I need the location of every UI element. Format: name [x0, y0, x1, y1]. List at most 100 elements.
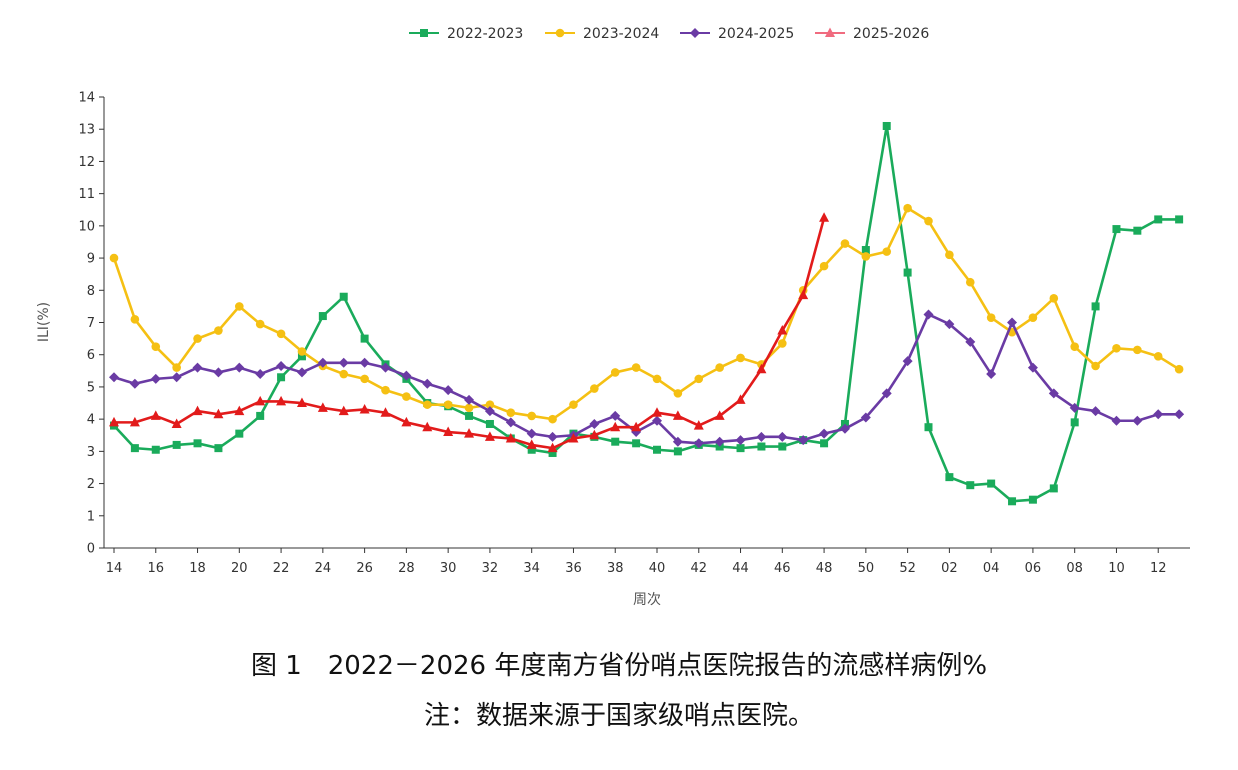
- data-point: [464, 428, 475, 438]
- data-point: [798, 435, 809, 446]
- series-line-2024-2025: [113, 313, 1180, 445]
- data-point: [151, 342, 161, 351]
- x-axis-title: 周次: [633, 592, 661, 608]
- y-tick-label: 7: [87, 316, 95, 331]
- data-point: [234, 362, 245, 373]
- data-point: [214, 444, 223, 453]
- data-point: [527, 411, 536, 421]
- y-tick-label: 11: [78, 187, 95, 202]
- data-point: [610, 368, 620, 377]
- data-point: [380, 362, 391, 373]
- data-point: [757, 442, 766, 451]
- data-point: [526, 439, 537, 449]
- data-point: [778, 442, 787, 451]
- data-point: [235, 302, 244, 311]
- legend: 2022-2023 2023-2024 2024-2025 2025-2026: [409, 26, 929, 42]
- data-point: [694, 374, 704, 384]
- data-point: [1070, 418, 1079, 427]
- data-point: [1027, 362, 1038, 373]
- data-point: [589, 418, 600, 429]
- data-point: [443, 400, 453, 409]
- data-point: [465, 411, 474, 420]
- data-point: [631, 363, 641, 372]
- x-tick-label: 16: [147, 561, 164, 576]
- x-tick-label: 48: [816, 561, 833, 576]
- data-point: [296, 397, 307, 408]
- data-point: [192, 362, 203, 373]
- data-point: [820, 439, 829, 448]
- data-point: [526, 428, 537, 439]
- data-point: [297, 347, 307, 356]
- data-point: [339, 292, 348, 301]
- data-point: [1111, 415, 1122, 426]
- data-point: [485, 419, 494, 428]
- legend-item-2025-2026: 2025-2026: [815, 26, 929, 42]
- data-point: [380, 407, 391, 417]
- x-tick-label: 28: [398, 561, 415, 576]
- legend-item-2024-2025: 2024-2025: [680, 26, 794, 42]
- data-point: [109, 372, 119, 383]
- data-point: [1153, 352, 1163, 361]
- data-point: [401, 416, 412, 427]
- series-2023-2024: [109, 203, 1184, 424]
- x-tick-label: 20: [231, 561, 248, 576]
- x-tick-label: 46: [774, 561, 791, 576]
- data-point: [1153, 409, 1164, 420]
- data-point: [1174, 364, 1184, 374]
- data-point: [1091, 361, 1100, 371]
- data-point: [172, 363, 181, 372]
- data-point: [778, 339, 787, 348]
- data-point: [652, 407, 662, 417]
- data-point: [172, 440, 181, 449]
- data-point: [317, 357, 328, 368]
- y-tick-label: 3: [87, 445, 95, 460]
- y-tick-label: 5: [87, 380, 95, 395]
- data-point: [756, 431, 767, 442]
- data-point: [652, 415, 662, 426]
- data-point: [1069, 402, 1080, 413]
- data-point: [923, 309, 934, 320]
- data-point: [422, 378, 433, 389]
- figure-caption: 图 1 2022－2026 年度南方省份哨点医院报告的流感样病例%: [250, 651, 988, 681]
- data-point: [569, 400, 578, 409]
- data-point: [777, 325, 788, 335]
- x-tick-label: 10: [1108, 561, 1125, 576]
- data-point: [1091, 302, 1100, 311]
- x-tick-label: 02: [941, 561, 958, 576]
- y-axis-title: ILI(%): [36, 302, 52, 342]
- data-point: [1028, 495, 1037, 504]
- series-layer: [109, 121, 1185, 506]
- legend-marker: [420, 29, 428, 37]
- series-2025-2026: [109, 212, 830, 453]
- data-point: [484, 431, 495, 441]
- data-point: [1090, 406, 1101, 417]
- y-tick-label: 10: [78, 219, 95, 234]
- data-point: [234, 405, 245, 416]
- data-point: [798, 289, 809, 300]
- data-point: [402, 392, 411, 401]
- ili-line-chart: 2022-2023 2023-2024 2024-2025 2025-2026 012…: [36, 26, 1190, 608]
- data-point: [777, 431, 788, 442]
- data-point: [1174, 409, 1185, 420]
- data-point: [861, 246, 870, 255]
- data-point: [505, 417, 516, 428]
- data-point: [276, 329, 286, 339]
- series-line-2023-2024: [112, 206, 1180, 421]
- data-point: [590, 384, 599, 393]
- y-tick-label: 14: [78, 91, 95, 106]
- data-point: [547, 442, 558, 453]
- data-point: [130, 314, 140, 324]
- data-point: [527, 445, 536, 454]
- data-point: [672, 436, 683, 447]
- data-point: [276, 360, 287, 371]
- data-point: [1048, 388, 1059, 399]
- data-point: [1008, 497, 1017, 506]
- data-point: [506, 408, 516, 418]
- data-point: [1007, 317, 1018, 328]
- y-tick-label: 8: [87, 284, 95, 299]
- data-point: [1175, 215, 1184, 224]
- data-point: [902, 356, 913, 367]
- data-point: [359, 403, 370, 414]
- data-point: [986, 313, 996, 322]
